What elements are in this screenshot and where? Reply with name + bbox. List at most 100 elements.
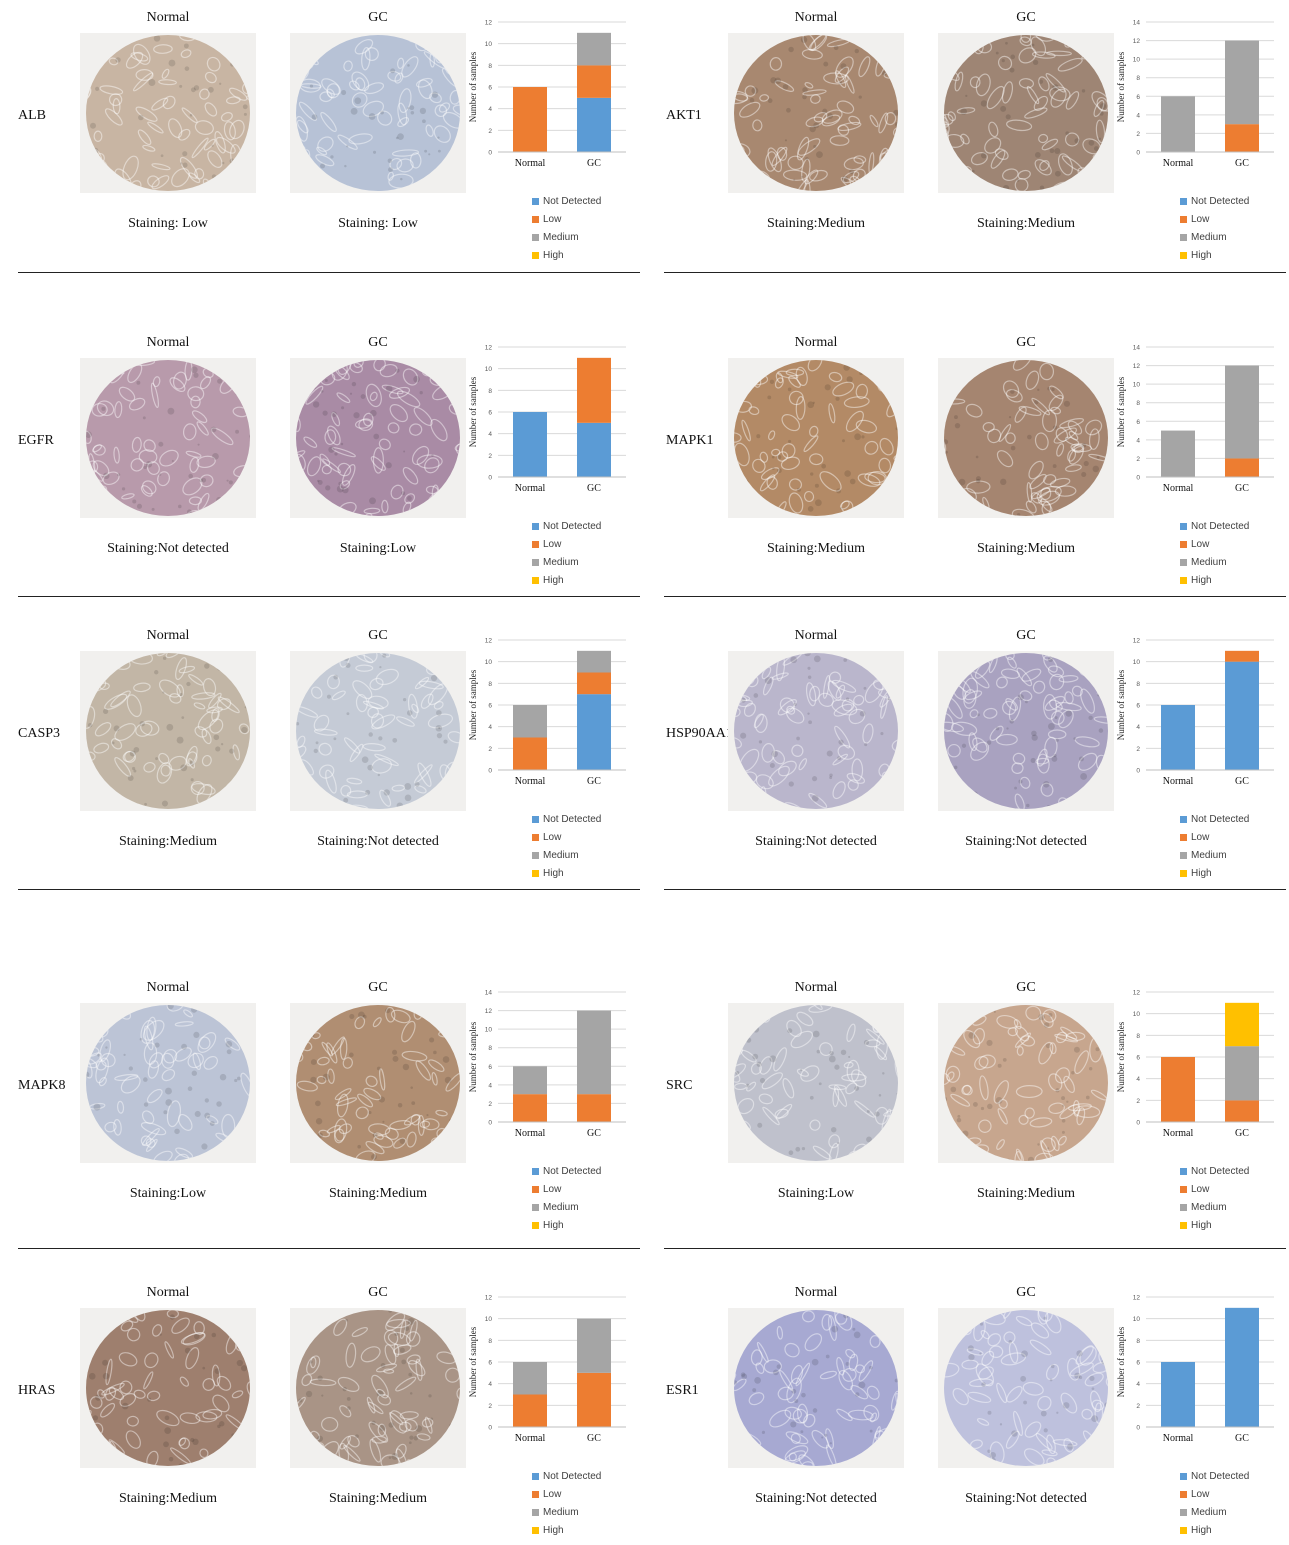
normal-column-title: Normal [794,10,838,25]
legend-item: Low [1180,828,1249,846]
row-separator [18,1248,640,1249]
bar-chart-svg: 0 2 4 6 8 10 12 Number of samples Normal GC [1116,1295,1274,1444]
staining-bar-chart: 0 2 4 6 8 10 12 Number of samples Normal GC Not De… [1116,1293,1288,1536]
legend-item: High [532,246,601,264]
tissue-core [734,35,898,191]
y-tick-label: 2 [488,746,492,753]
legend-swatch [1180,540,1187,548]
normal-column-title: Normal [794,1285,838,1300]
legend-item: Medium [532,1198,601,1216]
gc-column-title: GC [1016,10,1036,25]
tissue-core [734,1005,898,1161]
legend-item: Low [532,210,601,228]
legend-label: High [1191,574,1212,586]
y-tick-label: 6 [488,410,492,417]
gc-staining-label: Staining: Low [338,216,418,231]
y-tick-label: 0 [488,150,492,157]
bar-segment-gc-low [577,672,611,695]
x-tick-label: Normal [515,1128,546,1139]
x-tick-label: Normal [515,158,546,169]
legend-swatch [1180,251,1187,259]
y-tick-label: 8 [488,63,492,70]
legend-label: Not Detected [1191,195,1250,207]
legend-item: Medium [532,228,601,246]
panel-alb: ALB Normal GC Staining: Low Staining: Low 0 2 4… [10,0,630,270]
y-tick-label: 10 [485,366,493,373]
legend-item: Medium [1180,228,1249,246]
gc-staining-label: Staining:Low [339,541,417,556]
y-tick-label: 10 [485,659,493,666]
legend-label: Not Detected [1191,520,1250,532]
y-tick-label: 4 [1136,437,1140,444]
y-tick-label: 6 [488,85,492,92]
gc-staining-label: Staining:Not detected [965,834,1087,849]
legend-label: Medium [1191,849,1227,861]
normal-staining-label: Staining:Not detected [755,834,877,849]
y-tick-label: 2 [1136,1403,1140,1410]
normal-column-title: Normal [146,1285,190,1300]
normal-tissue-image [728,1308,904,1468]
legend-label: Not Detected [543,813,602,825]
legend-item: Low [1180,210,1249,228]
y-tick-label: 12 [485,20,493,27]
x-tick-label: Normal [1163,1128,1194,1139]
gc-column-title: GC [1016,335,1036,350]
y-tick-label: 12 [1133,38,1141,45]
legend-item: Medium [1180,846,1249,864]
panel-casp3: CASP3 Normal GC Staining:Medium Staining:Not… [10,618,630,888]
chart-legend: Not Detected Low Medium High [1180,1162,1249,1234]
legend-label: Not Detected [543,1165,602,1177]
tissue-core [944,360,1108,516]
bar-segment-gc-low [1225,650,1259,662]
legend-item: High [532,1521,601,1539]
gc-staining-label: Staining:Medium [329,1186,427,1201]
y-axis-label: Number of samples [1116,376,1126,447]
legend-item: Medium [532,846,601,864]
y-tick-label: 0 [488,1120,492,1127]
gc-staining-label: Staining:Not detected [317,834,439,849]
legend-label: Not Detected [543,195,602,207]
panel-mapk8: MAPK8 Normal GC Staining:Low Staining:Medium… [10,970,630,1250]
gc-tissue-image [290,1308,466,1468]
y-tick-label: 0 [1136,150,1140,157]
chart-legend: Not Detected Low Medium High [1180,192,1249,264]
legend-item: Not Detected [532,1467,601,1485]
y-tick-label: 0 [488,475,492,482]
legend-item: Not Detected [1180,192,1249,210]
x-tick-label: GC [1235,776,1249,787]
bar-segment-gc-medium [577,32,611,66]
legend-swatch [532,1526,539,1534]
row-separator [664,889,1286,890]
legend-swatch [532,215,539,223]
legend-item: Not Detected [1180,1467,1249,1485]
gc-column-title: GC [368,10,388,25]
legend-label: Not Detected [1191,813,1250,825]
normal-staining-label: Staining:Medium [767,216,865,231]
gc-column-title: GC [1016,980,1036,995]
legend-swatch [1180,522,1187,530]
bar-segment-normal-low [513,1094,547,1122]
legend-swatch [532,522,539,530]
legend-swatch [532,558,539,566]
gene-label: CASP3 [18,726,61,741]
bar-segment-gc-not-detected [577,422,611,477]
y-axis-label: Number of samples [468,376,478,447]
tissue-core [944,1310,1108,1466]
legend-item: High [532,571,601,589]
legend-swatch [532,1167,539,1175]
legend-label: Medium [543,1201,579,1213]
gc-tissue-image [938,358,1114,518]
x-tick-label: Normal [515,483,546,494]
y-tick-label: 6 [1136,703,1140,710]
tissue-core [296,1310,460,1466]
normal-column-title: Normal [146,335,190,350]
gc-tissue-image [938,1003,1114,1163]
x-tick-label: GC [587,1128,601,1139]
legend-swatch [1180,1221,1187,1229]
y-tick-label: 6 [488,1360,492,1367]
bar-segment-gc-low [577,1372,611,1427]
normal-staining-label: Staining:Not detected [107,541,229,556]
gene-label: HSP90AA1 [666,726,733,741]
y-axis-label: Number of samples [1116,1326,1126,1397]
legend-swatch [532,1185,539,1193]
